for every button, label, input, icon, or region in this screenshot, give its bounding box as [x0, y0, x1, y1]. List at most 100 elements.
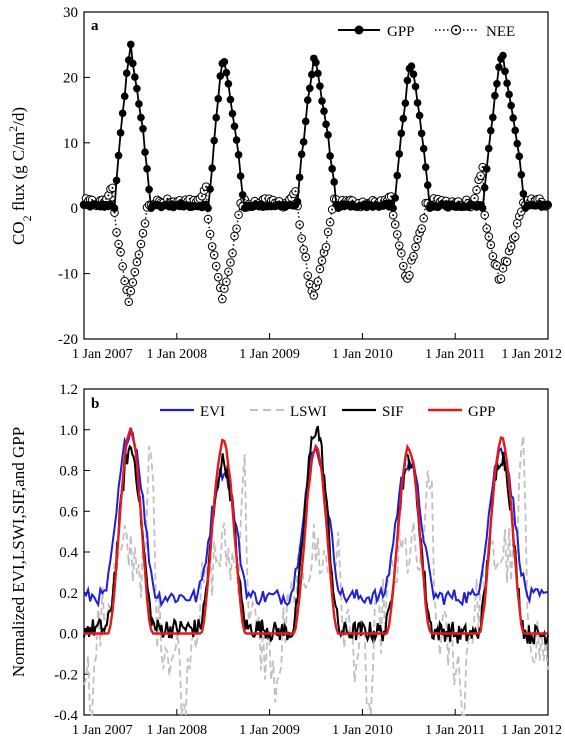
gpp-point — [509, 114, 517, 122]
gpp-point — [143, 165, 151, 173]
nee-point-dot — [144, 222, 147, 225]
gpp-point — [238, 191, 247, 199]
gpp-point — [112, 176, 121, 185]
gpp-point — [220, 58, 229, 66]
panel-a-ytick-label: 0 — [71, 201, 79, 217]
panel-b-label: b — [91, 396, 99, 412]
series-gpp-b-line — [84, 427, 548, 635]
nee-point-dot — [229, 261, 232, 264]
gpp-point — [543, 200, 552, 209]
panel-a-xtick-label: 1 Jan 2010 — [332, 347, 393, 362]
nee-point-dot — [495, 264, 498, 267]
nee-point-dot — [121, 265, 124, 268]
nee-point-dot — [213, 253, 216, 256]
nee-point-dot — [133, 270, 136, 273]
gpp-point — [141, 148, 149, 157]
nee-point-dot — [237, 213, 240, 216]
gpp-point — [299, 138, 308, 146]
nee-point-dot — [514, 235, 517, 238]
gpp-point — [228, 109, 237, 118]
nee-point-dot — [420, 227, 423, 230]
gpp-point — [303, 96, 312, 104]
gpp-point — [517, 170, 526, 179]
gpp-point — [314, 69, 322, 78]
nee-point-dot — [510, 245, 513, 248]
gpp-point — [236, 172, 245, 180]
nee-point-dot — [131, 281, 134, 284]
nee-point-dot — [483, 214, 486, 217]
gpp-point — [393, 171, 402, 180]
nee-point-dot — [306, 274, 309, 277]
nee-point-dot — [300, 237, 303, 240]
gpp-point — [126, 40, 135, 49]
nee-point-dot — [205, 185, 208, 188]
gpp-point — [131, 73, 139, 81]
nee-point-dot — [200, 195, 203, 198]
gpp-point — [480, 183, 489, 192]
nee-point-dot — [392, 214, 395, 217]
nee-point-dot — [113, 211, 116, 214]
gpp-point — [421, 163, 430, 172]
nee-point-dot — [209, 232, 212, 235]
nee-point-dot — [416, 238, 419, 241]
nee-point-dot — [412, 255, 415, 258]
legend-a-gpp-marker — [354, 25, 364, 35]
panel-a-xtick-label: 1 Jan 2012 — [501, 347, 562, 362]
panel-a-ytick-label: 10 — [63, 136, 78, 152]
legend-b-gpp-label: GPP — [468, 404, 496, 420]
gpp-point — [222, 68, 231, 77]
nee-point-dot — [396, 233, 399, 236]
gpp-point — [308, 70, 316, 79]
gpp-point — [137, 113, 145, 122]
panel-a-xtick-label: 1 Jan 2011 — [425, 347, 485, 362]
gpp-point — [116, 129, 125, 137]
nee-point-dot — [223, 287, 226, 290]
nee-point-dot — [499, 277, 502, 280]
nee-point-dot — [479, 174, 482, 177]
gpp-point — [397, 129, 406, 138]
gpp-point — [316, 82, 324, 90]
gpp-point — [110, 204, 119, 212]
gpp-point — [513, 139, 522, 148]
panel-b-ytick-label: -0.2 — [54, 667, 78, 683]
nee-point-dot — [129, 290, 132, 293]
gpp-point — [226, 95, 235, 104]
gpp-point — [216, 72, 225, 80]
gpp-point — [122, 69, 131, 77]
nee-point-dot — [475, 189, 478, 192]
nee-point-dot — [127, 300, 130, 303]
nee-point-dot — [402, 265, 405, 268]
gpp-point — [417, 129, 426, 138]
nee-point-dot — [117, 243, 120, 246]
gpp-point — [495, 63, 503, 71]
gpp-point — [399, 114, 408, 123]
nee-point-dot — [400, 252, 403, 255]
gpp-point — [320, 107, 328, 115]
nee-point-dot — [331, 208, 334, 211]
gpp-point — [403, 76, 412, 85]
gpp-point — [212, 113, 221, 122]
series-sif-line — [83, 425, 549, 645]
nee-point-dot — [141, 232, 144, 235]
gpp-point — [135, 100, 143, 108]
panel-b-xtick-label: 1 Jan 2012 — [501, 723, 562, 738]
legend-b-evi-label: EVI — [200, 404, 225, 420]
gpp-point — [411, 82, 420, 91]
gpp-point — [413, 99, 422, 107]
gpp-point — [401, 99, 410, 108]
panel-b-ytick-label: 0.4 — [59, 545, 78, 561]
nee-point-dot — [107, 194, 110, 197]
nee-point-dot — [473, 197, 476, 200]
legend-a-nee-marker-dot — [454, 28, 458, 32]
panel-b-ytick-label: 0.2 — [59, 586, 78, 602]
gpp-point — [232, 136, 241, 144]
nee-point-dot — [115, 231, 118, 234]
nee-point-dot — [217, 276, 220, 279]
gpp-point — [423, 181, 432, 189]
nee-point-dot — [312, 294, 315, 297]
gpp-point — [484, 144, 493, 153]
gpp-point — [478, 204, 487, 212]
panel-b-ytick-label: -0.4 — [54, 708, 78, 724]
gpp-point — [511, 126, 520, 135]
gpp-point — [482, 165, 491, 173]
